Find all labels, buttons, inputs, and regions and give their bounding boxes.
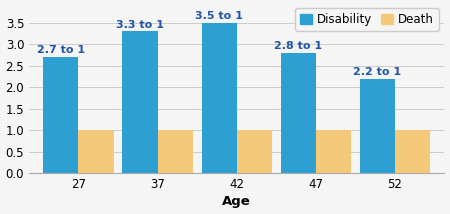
Bar [281, 53, 316, 173]
Bar [316, 130, 351, 173]
Bar [202, 23, 237, 173]
Text: 2.7 to 1: 2.7 to 1 [37, 46, 85, 55]
Bar [78, 130, 114, 173]
Text: 3.3 to 1: 3.3 to 1 [116, 20, 164, 30]
Text: 2.2 to 1: 2.2 to 1 [353, 67, 401, 77]
Text: 2.8 to 1: 2.8 to 1 [274, 41, 322, 51]
X-axis label: Age: Age [222, 195, 251, 208]
Bar [43, 57, 78, 173]
Legend: Disability, Death: Disability, Death [296, 8, 439, 31]
Bar [395, 130, 430, 173]
Bar [158, 130, 193, 173]
Bar [237, 130, 272, 173]
Bar [122, 31, 158, 173]
Text: 3.5 to 1: 3.5 to 1 [195, 11, 243, 21]
Bar [360, 79, 395, 173]
